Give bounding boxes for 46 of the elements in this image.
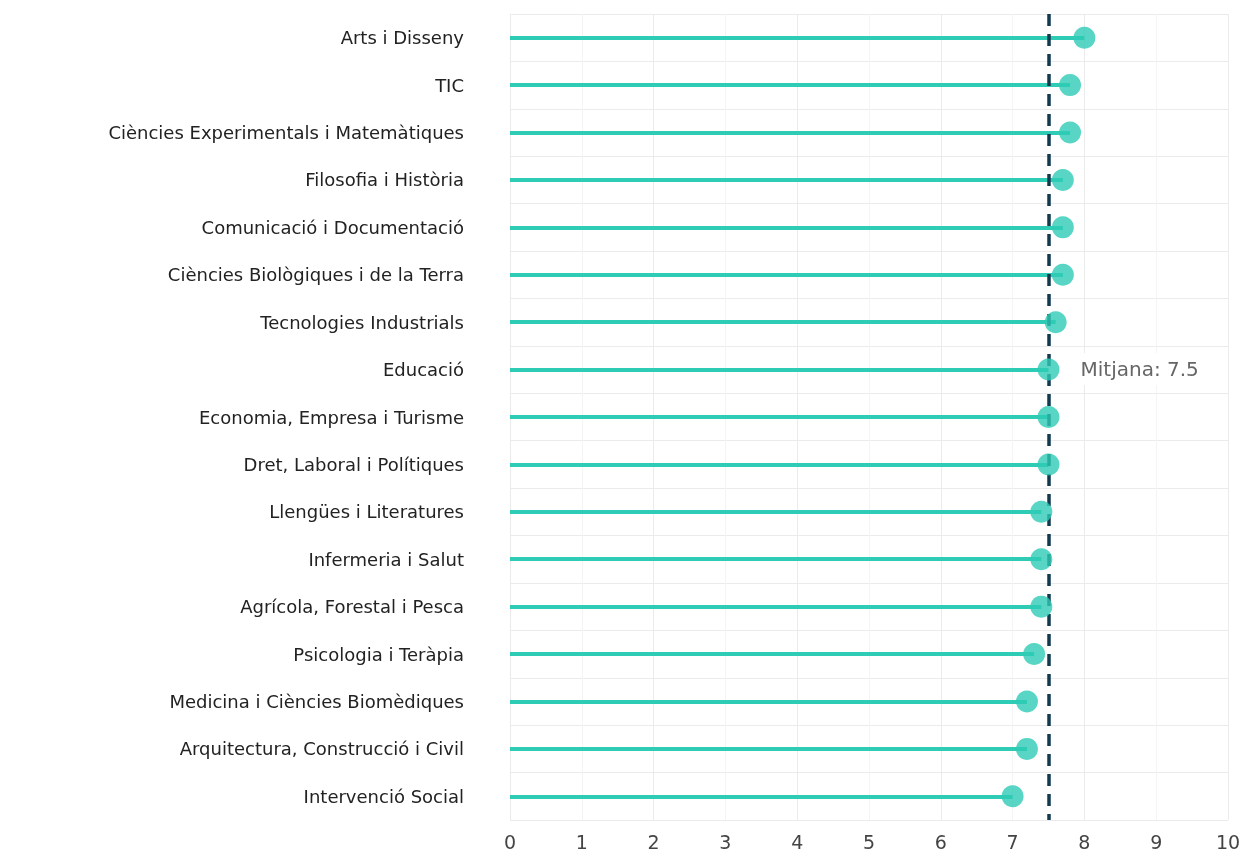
point — [1030, 595, 1053, 618]
y-tick-label: Ciències Biològiques i de la Terra — [167, 264, 464, 286]
y-tick-label: TIC — [434, 74, 464, 96]
point — [1059, 121, 1082, 144]
point — [1051, 216, 1074, 239]
y-tick-label: Agrícola, Forestal i Pesca — [240, 596, 464, 618]
x-tick-label: 2 — [647, 830, 660, 853]
x-tick-label: 6 — [934, 830, 947, 853]
point — [1037, 453, 1060, 476]
point — [1044, 311, 1067, 334]
y-tick-label: Educació — [382, 359, 464, 381]
y-tick-label: Llengües i Literatures — [269, 501, 464, 523]
point — [1030, 500, 1053, 523]
y-tick-label: Infermeria i Salut — [308, 548, 464, 570]
y-tick-label: Ciències Experimentals i Matemàtiques — [108, 122, 464, 144]
y-tick-label: Economia, Empresa i Turisme — [198, 406, 464, 428]
point — [1051, 263, 1074, 286]
y-tick-label: Intervenció Social — [303, 785, 464, 807]
x-tick-label: 8 — [1078, 830, 1091, 853]
point — [1037, 406, 1060, 428]
point — [1059, 74, 1082, 97]
x-tick-label: 7 — [1006, 830, 1019, 853]
point — [1037, 358, 1060, 381]
y-tick-label: Arquitectura, Construcció i Civil — [179, 738, 464, 760]
point — [1015, 690, 1038, 713]
point — [1073, 26, 1096, 49]
x-tick-label: 0 — [503, 830, 517, 853]
y-tick-label: Psicologia i Teràpia — [293, 643, 464, 665]
point — [1051, 168, 1074, 191]
point — [1030, 548, 1053, 571]
y-tick-label: Comunicació i Documentació — [201, 216, 464, 238]
y-tick-label: Filosofia i Història — [305, 169, 464, 191]
point — [1015, 737, 1038, 760]
x-tick-label: 3 — [719, 830, 732, 853]
point — [1023, 643, 1046, 666]
y-tick-label: Dret, Laboral i Polítiques — [243, 453, 464, 475]
x-tick-label: 10 — [1215, 830, 1241, 853]
y-tick-label: Arts i Disseny — [340, 27, 465, 49]
x-tick-label: 5 — [862, 830, 876, 853]
x-tick-label: 1 — [575, 830, 588, 853]
y-tick-label: Tecnologies Industrials — [259, 311, 464, 333]
x-tick-label: 9 — [1150, 830, 1163, 853]
x-tick-label: 4 — [791, 830, 804, 853]
point — [1001, 785, 1024, 808]
ref-line-label: Mitjana: 7.5 — [1080, 357, 1199, 381]
y-tick-label: Medicina i Ciències Biomèdiques — [169, 690, 464, 712]
